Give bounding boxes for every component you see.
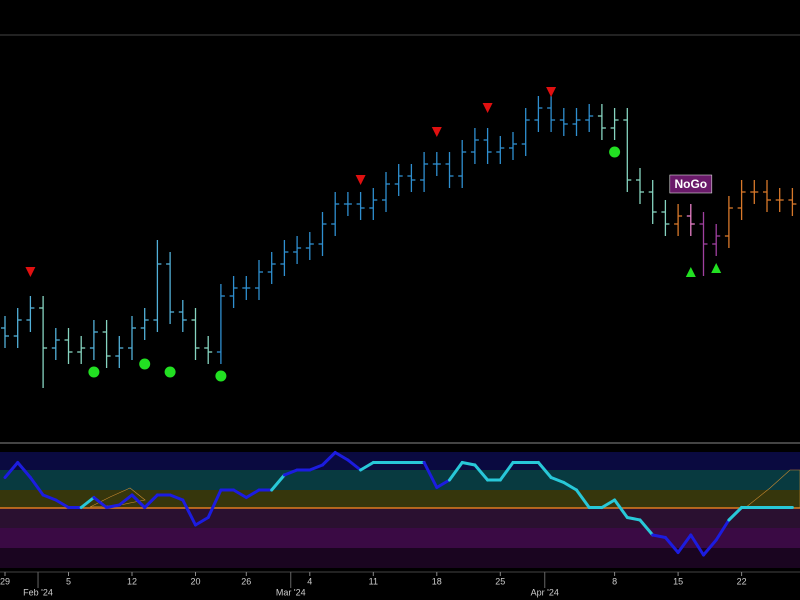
sell-signal [431,127,442,137]
nogo-box [669,174,713,194]
oscillator-segment [117,493,134,507]
oscillator-segment [194,516,210,527]
sell-signal [25,267,36,277]
oscillator-segment [92,496,109,509]
oscillator-segment [676,533,693,554]
band [0,528,800,548]
oscillator-segment [79,496,96,509]
band [0,470,800,490]
oscillator-segment [549,476,566,484]
go-dot [139,358,151,370]
oscillator-segment [181,498,197,527]
oscillator-segment [422,461,439,489]
oscillator-segment [282,468,299,477]
oscillator-segment [536,461,553,479]
oscillator-segment [727,506,744,522]
oscillator-segment [143,493,159,509]
oscillator-segment [232,488,248,499]
oscillator-segment [244,488,261,499]
nogo-label: NoGo [674,177,707,191]
oscillator-segment [130,493,147,509]
x-tick-label: 20 [190,576,200,586]
oscillator-segment [28,476,45,497]
oscillator-segment [562,481,578,492]
buy-signal [711,263,722,273]
oscillator-segment [663,536,680,554]
oscillator-segment [689,533,705,557]
oscillator-segment [359,461,375,472]
oscillator-segment [575,488,591,509]
x-tick-label: 18 [432,576,442,586]
x-tick-label: 29 [0,576,10,586]
oscillator-segment [625,516,642,522]
go-dot [609,146,621,158]
sell-signal [482,103,493,113]
x-tick-label: 12 [127,576,137,586]
oscillator-segment [333,451,350,462]
sell-signal [546,87,557,97]
oscillator-segment [105,503,121,509]
month-label: Feb '24 [23,587,53,597]
month-label: Mar '24 [276,587,306,597]
oscillator-segment [460,461,477,467]
band [0,508,800,528]
oscillator-segment [346,458,363,472]
oscillator-segment [168,493,185,502]
oscillator-segment [206,488,223,519]
month-label: Apr '24 [531,587,559,597]
oscillator-segment [714,518,731,542]
oscillator-segment [448,461,464,482]
oscillator-segment [638,518,655,537]
x-tick-label: 25 [495,576,505,586]
x-tick-label: 4 [307,576,312,586]
x-tick-label: 26 [241,576,251,586]
x-tick-label: 15 [673,576,683,586]
oscillator-segment [321,451,337,467]
oscillator-segment [651,533,667,539]
oscillator-segment [16,461,32,479]
sell-signal [355,175,366,185]
x-tick-label: 22 [737,576,747,586]
go-dot [164,366,176,378]
x-tick-label: 5 [66,576,71,586]
oscillator-segment [600,498,617,509]
oscillator-segment [702,538,718,557]
x-tick-label: 8 [612,576,617,586]
oscillator-segment [613,498,629,519]
oscillator-segment [473,463,490,482]
band [0,490,800,508]
oscillator-segment [435,478,451,489]
oscillator-segment [270,473,286,492]
oscillator-segment [498,461,515,482]
go-dot [215,370,227,382]
oscillator-segment [41,493,58,502]
oscillator-segment [54,498,70,509]
buy-signal [685,267,696,277]
band [0,548,800,568]
oscillator-segment [308,463,324,472]
x-tick-label: 11 [369,576,378,586]
oscillator-segment [3,461,20,479]
go-dot [88,366,100,378]
